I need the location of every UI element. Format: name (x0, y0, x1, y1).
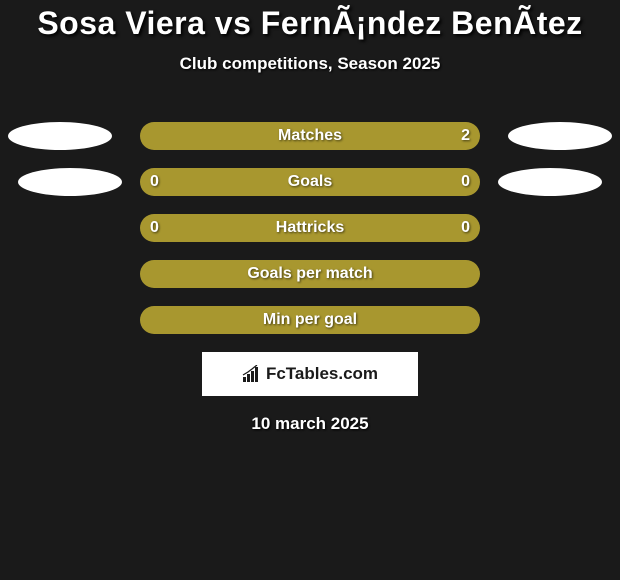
stat-row-min-per-goal: Min per goal (0, 306, 620, 334)
page-subtitle: Club competitions, Season 2025 (0, 54, 620, 74)
stat-label: Matches (278, 127, 342, 145)
stat-value-right: 0 (461, 219, 470, 237)
stat-label: Goals (288, 173, 332, 191)
stat-pill: Matches 2 (140, 122, 480, 150)
stat-pill: Min per goal (140, 306, 480, 334)
oval-right-icon (508, 122, 612, 150)
oval-right-icon (498, 168, 602, 196)
stat-row-goals: 0 Goals 0 (0, 168, 620, 196)
oval-left-icon (8, 122, 112, 150)
oval-left-icon (18, 168, 122, 196)
logo: FcTables.com (242, 364, 378, 384)
stat-value-left: 0 (150, 219, 159, 237)
comparison-card: Sosa Viera vs FernÃ¡ndez BenÃ­tez Club c… (0, 0, 620, 434)
stat-label: Goals per match (247, 265, 372, 283)
bar-chart-icon (242, 365, 262, 383)
stat-row-goals-per-match: Goals per match (0, 260, 620, 288)
page-title: Sosa Viera vs FernÃ¡ndez BenÃ­tez (0, 5, 620, 42)
date-text: 10 march 2025 (0, 414, 620, 434)
stat-pill: 0 Goals 0 (140, 168, 480, 196)
stat-label: Hattricks (276, 219, 344, 237)
stat-value-right: 0 (461, 173, 470, 191)
stat-row-hattricks: 0 Hattricks 0 (0, 214, 620, 242)
stat-value-right: 2 (461, 127, 470, 145)
stats-rows: Matches 2 0 Goals 0 0 Hattricks 0 (0, 122, 620, 334)
stat-value-left: 0 (150, 173, 159, 191)
stat-label: Min per goal (263, 311, 357, 329)
stat-pill: 0 Hattricks 0 (140, 214, 480, 242)
logo-box: FcTables.com (202, 352, 418, 396)
logo-text: FcTables.com (266, 364, 378, 384)
stat-pill: Goals per match (140, 260, 480, 288)
stat-row-matches: Matches 2 (0, 122, 620, 150)
